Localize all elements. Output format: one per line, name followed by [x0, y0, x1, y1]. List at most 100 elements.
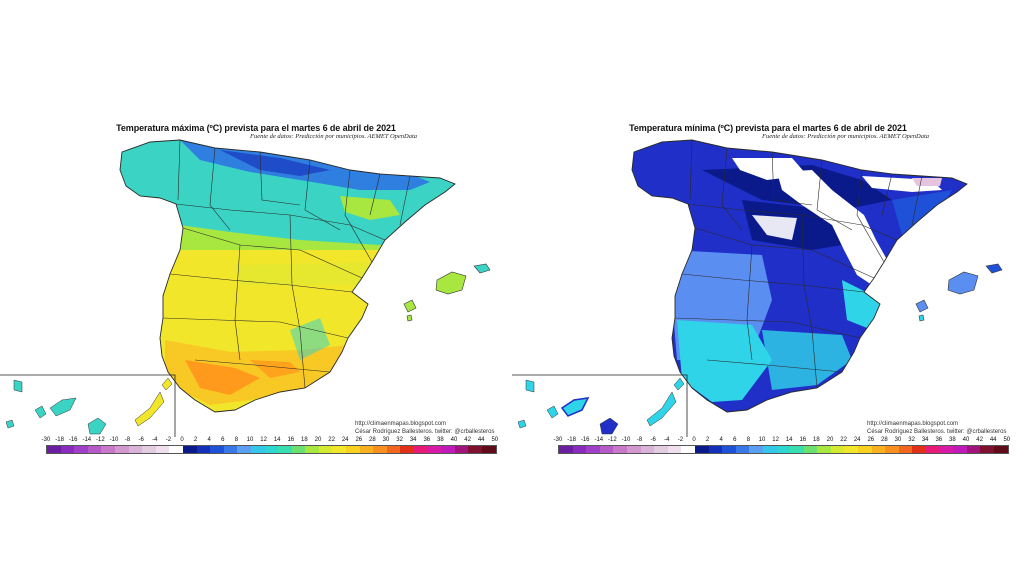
scale-tick-label: 34	[921, 437, 929, 443]
peninsula-shape	[632, 140, 967, 412]
scale-swatch	[74, 446, 88, 453]
scale-swatch	[966, 446, 981, 453]
scale-swatch	[400, 446, 415, 453]
scale-swatch	[626, 446, 641, 453]
scale-tick-label: 20	[314, 437, 322, 443]
scale-tick-label: 24	[341, 437, 349, 443]
scale-swatch	[681, 446, 695, 453]
scale-swatch	[762, 446, 777, 453]
scale-tick-label: 36	[423, 437, 431, 443]
scale-tick-label: 34	[409, 437, 417, 443]
scale-swatch	[640, 446, 655, 453]
scale-swatch	[386, 446, 401, 453]
scale-swatch	[586, 446, 600, 453]
scale-swatch	[654, 446, 668, 453]
scale-swatch	[427, 446, 442, 453]
scale-tick-label: 40	[962, 437, 970, 443]
scale-tick-label: 8	[234, 437, 239, 443]
scale-swatch	[142, 446, 156, 453]
scale-tick-label: -14	[82, 437, 92, 443]
scale-tick-label: 4	[207, 437, 211, 443]
scale-tick-label: -2	[165, 437, 172, 443]
scale-tick-label: -4	[152, 437, 158, 443]
scale-tick-label: 22	[328, 437, 335, 443]
scale-swatch	[264, 446, 279, 453]
scale-swatch	[47, 446, 61, 453]
min-temperature-panel: Temperatura mínima (ºC) prevista para el…	[512, 0, 1024, 576]
scale-swatch	[830, 446, 845, 453]
scale-swatch	[169, 446, 183, 453]
scale-swatch	[898, 446, 913, 453]
scale-swatch	[196, 446, 211, 453]
scale-swatch	[912, 446, 927, 453]
scale-tick-label: 32	[396, 437, 403, 443]
map-source: Fuente de datos: Predicción por municipi…	[250, 133, 418, 140]
province-borders	[119, 139, 456, 413]
scale-tick-label: 10	[758, 437, 766, 443]
scale-tick-label: -8	[636, 437, 643, 443]
scale-tick-label: 18	[301, 437, 308, 443]
scale-swatch	[599, 446, 614, 453]
scale-swatch	[980, 446, 994, 453]
scale-swatch	[468, 446, 482, 453]
scale-tick-label: -14	[594, 437, 604, 443]
canary-islands-inset	[0, 374, 176, 437]
scale-swatch	[939, 446, 954, 453]
scale-swatch	[101, 446, 115, 453]
scale-tick-label: 28	[369, 437, 376, 443]
scale-swatch	[722, 446, 736, 453]
scale-swatch	[373, 446, 387, 453]
scale-tick-label: 6	[221, 437, 225, 443]
scale-swatch	[994, 446, 1008, 453]
map-title: Temperatura máxima (ºC) prevista para el…	[116, 123, 396, 133]
scale-swatch	[278, 446, 292, 453]
scale-tick-label: 20	[826, 437, 834, 443]
scale-tick-label: 30	[894, 437, 902, 443]
map-source: Fuente de datos: Predicción por municipi…	[762, 133, 930, 140]
scale-tick-label: -12	[608, 437, 617, 443]
scale-swatch	[441, 446, 455, 453]
scale-swatch	[694, 446, 709, 453]
scale-tick-label: 44	[477, 437, 485, 443]
credit-author: César Rodríguez Ballesteros. twitter: @c…	[355, 429, 495, 435]
scale-tick-label: 40	[450, 437, 458, 443]
scale-tick-label: 36	[935, 437, 943, 443]
scale-swatch	[885, 446, 899, 453]
scale-tick-label: -10	[109, 437, 119, 443]
max-temperature-map	[0, 139, 491, 437]
scale-swatch	[332, 446, 347, 453]
scale-tick-label: 38	[437, 437, 444, 443]
scale-tick-label: 42	[464, 437, 471, 443]
peninsula-shape	[120, 140, 455, 412]
scale-tick-label: -8	[124, 437, 131, 443]
scale-tick-label: 32	[908, 437, 915, 443]
scale-swatch	[318, 446, 333, 453]
scale-swatch	[250, 446, 265, 453]
scale-swatch	[708, 446, 723, 453]
scale-tick-label: 16	[799, 437, 807, 443]
scale-swatch	[414, 446, 428, 453]
color-scale-bar	[46, 445, 497, 454]
scale-tick-label: -18	[55, 437, 64, 443]
scale-tick-label: 44	[989, 437, 997, 443]
scale-tick-label: -2	[677, 437, 684, 443]
scale-swatch	[776, 446, 791, 453]
scale-swatch	[182, 446, 197, 453]
scale-swatch	[87, 446, 102, 453]
scale-swatch	[346, 446, 360, 453]
scale-tick-label: 2	[705, 437, 710, 443]
scale-swatch	[790, 446, 804, 453]
province-borders	[631, 139, 968, 413]
scale-swatch	[844, 446, 859, 453]
scale-swatch	[128, 446, 143, 453]
scale-swatch	[291, 446, 306, 453]
min-temperature-map	[512, 139, 1003, 437]
map-title: Temperatura mínima (ºC) prevista para el…	[629, 123, 907, 133]
scale-swatch	[803, 446, 818, 453]
color-scale-bar	[558, 445, 1009, 454]
scale-labels: -30 -18 -16 -14 -12 -10 -8 -6 -4 -2 0 2 4 6 8 10 12 14 16 1…	[552, 437, 1020, 446]
scale-swatch	[953, 446, 967, 453]
scale-tick-label: 50	[1003, 437, 1011, 443]
scale-swatch	[559, 446, 573, 453]
canary-islands-inset	[512, 374, 688, 437]
